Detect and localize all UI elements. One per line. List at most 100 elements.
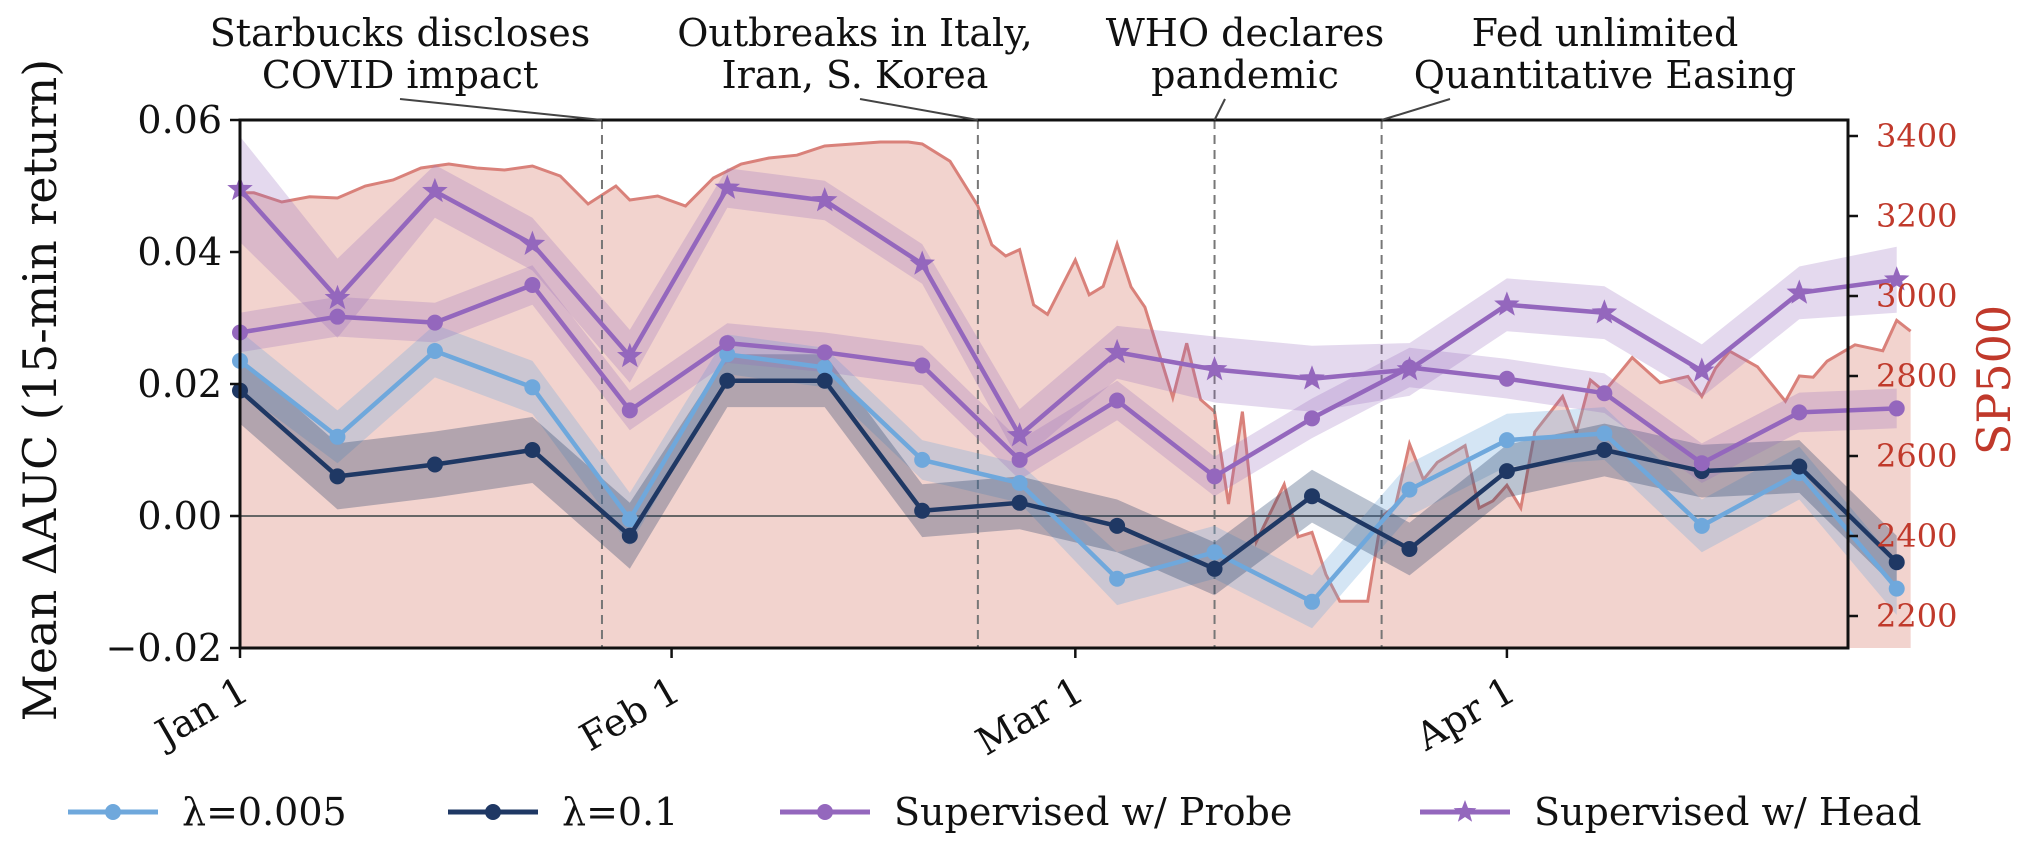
data-point [1011, 475, 1028, 491]
data-point [1498, 463, 1515, 480]
data-point [524, 379, 541, 396]
data-point [621, 402, 638, 419]
y-axis-right-label: SP500 [1967, 305, 2021, 455]
data-point [621, 527, 638, 544]
data-point [1888, 554, 1905, 571]
data-point [426, 456, 443, 473]
data-point [1011, 451, 1028, 468]
band-3 [240, 265, 1897, 497]
legend-label: λ=0.005 [182, 790, 347, 834]
y-right-tick-label: 3000 [1876, 277, 1957, 315]
y-right-tick-label: 2400 [1876, 517, 1957, 555]
data-point-star [1883, 266, 1910, 291]
data-point [524, 277, 541, 293]
data-point-star [1396, 356, 1423, 381]
data-point-star [1689, 357, 1715, 382]
data-point [1304, 593, 1320, 610]
data-point [1206, 560, 1223, 577]
data-point-star [324, 284, 351, 310]
data-point-star [422, 177, 448, 203]
event-leader-line [399, 98, 603, 121]
sp500-line [240, 140, 1912, 603]
x-tick-label: Apr 1 [1408, 668, 1523, 760]
series-lines [227, 174, 1910, 610]
legend-label: Supervised w/ Head [1534, 790, 1922, 834]
data-point [329, 428, 346, 445]
data-point [719, 335, 736, 352]
data-point [816, 359, 833, 376]
y-left-tick-label: 0.04 [137, 230, 222, 274]
data-point [1596, 442, 1613, 458]
data-point-star [1299, 365, 1325, 390]
event-label-line2: COVID impact [262, 53, 538, 97]
legend-marker [485, 804, 501, 820]
event-label-line1: Starbucks discloses [210, 11, 591, 55]
y-left-tick-label: 0.02 [137, 362, 222, 406]
y-left-tick-label: 0.06 [137, 98, 222, 142]
data-point [1206, 544, 1223, 561]
event-label-line2: pandemic [1151, 53, 1339, 97]
event-leader-line [1381, 98, 1451, 121]
data-point [1596, 425, 1613, 442]
data-point [914, 502, 931, 519]
series-line-4 [238, 185, 1898, 438]
x-tick-label: Feb 1 [572, 668, 687, 760]
data-point [1304, 410, 1320, 427]
data-point-star [909, 250, 935, 275]
data-point [1109, 392, 1126, 409]
data-point [1401, 541, 1418, 557]
data-point-star [1104, 338, 1130, 364]
legend-label: Supervised w/ Probe [894, 790, 1292, 834]
event-label-line2: Iran, S. Korea [722, 53, 989, 97]
legend: λ=0.005 λ=0.1 Supervised w/ Probe Supervise… [68, 790, 1922, 834]
y-right-tick-label: 3400 [1876, 117, 1957, 155]
data-point [914, 451, 931, 468]
data-point-star [1201, 356, 1228, 381]
data-point [1498, 370, 1515, 387]
data-point-star [1494, 291, 1520, 316]
data-point-star [519, 230, 546, 255]
data-point-star [1591, 299, 1618, 324]
data-point [1791, 404, 1808, 421]
series-line-3 [239, 282, 1897, 479]
data-point [719, 346, 736, 363]
axes: 0.06 0.04 0.02 0.00 −0.02 3400 3200 3000 2800 260… [106, 98, 1958, 764]
y-right-tick-label: 2600 [1876, 437, 1957, 475]
y-left-tick-label: −0.02 [106, 626, 222, 670]
y-axis-left-label: Mean ΔAUC (15-min return) [13, 59, 67, 722]
data-point [1304, 488, 1320, 505]
sp500-area [240, 142, 1911, 648]
data-point [329, 308, 346, 325]
data-point [1401, 481, 1418, 498]
y-right-tick-label: 2200 [1876, 597, 1957, 635]
data-point [1693, 517, 1710, 534]
data-point [1693, 455, 1710, 472]
event-label-line1: WHO declares [1106, 11, 1385, 55]
data-point-star [617, 342, 643, 368]
data-point [914, 357, 931, 374]
data-point [1596, 385, 1613, 402]
y-right-tick-label: 2800 [1876, 357, 1957, 395]
series-line-1 [238, 348, 1899, 605]
series-line-2 [238, 378, 1899, 572]
legend-marker [817, 804, 833, 820]
data-point-star [714, 174, 741, 199]
data-point [1888, 400, 1905, 417]
sp500-layer [240, 140, 1912, 648]
legend-label: λ=0.1 [562, 790, 678, 834]
data-point [426, 314, 443, 331]
data-point [1498, 432, 1515, 449]
data-point [1206, 468, 1223, 485]
data-point [329, 468, 346, 485]
event-leader-line [859, 98, 979, 121]
data-point [621, 511, 638, 528]
data-point-star [1786, 279, 1813, 304]
legend-marker-star [1453, 800, 1477, 822]
x-tick-label: Mar 1 [969, 668, 1091, 764]
event-label-line2: Quantitative Easing [1414, 53, 1796, 97]
data-point [1109, 517, 1126, 534]
event-leader-line [1213, 98, 1226, 121]
y-left-tick-label: 0.00 [137, 494, 222, 538]
